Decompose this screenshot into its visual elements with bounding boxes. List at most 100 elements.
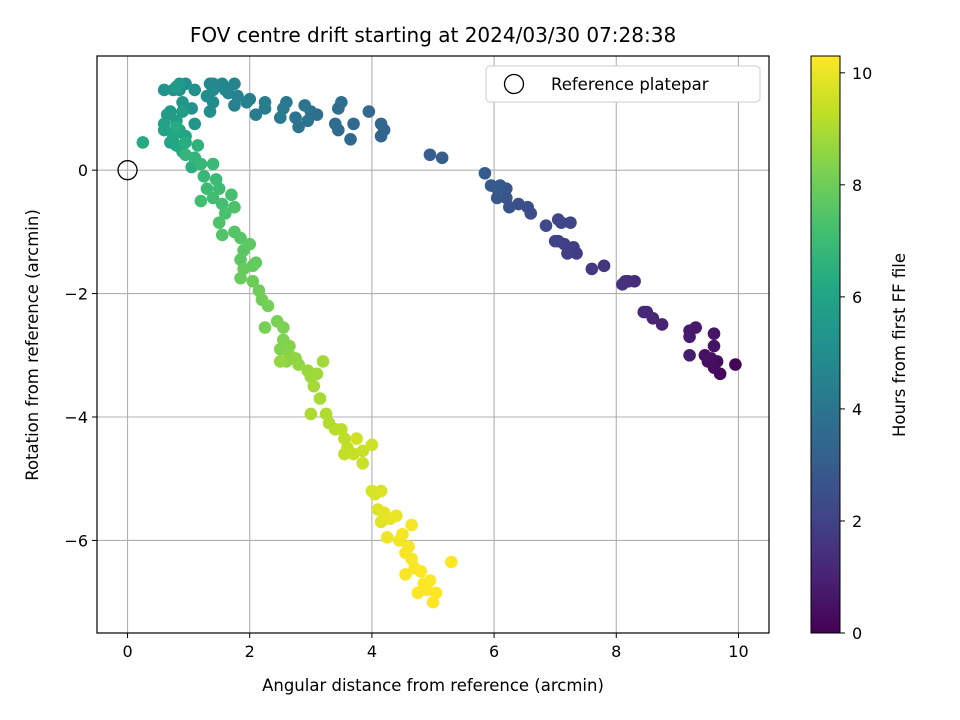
data-point: [249, 108, 263, 121]
data-point: [707, 327, 721, 341]
data-point: [261, 299, 275, 313]
legend-box: [485, 65, 761, 103]
legend: Reference platepar: [485, 65, 761, 103]
data-point: [292, 358, 305, 371]
data-point: [616, 278, 629, 291]
x-tick-label: 2: [245, 642, 255, 661]
data-point: [423, 148, 437, 162]
data-point: [301, 114, 315, 128]
data-point: [304, 407, 318, 421]
data-point: [374, 117, 388, 131]
data-point: [484, 179, 498, 192]
data-point: [316, 355, 330, 368]
data-point: [655, 318, 669, 331]
data-point: [362, 105, 376, 118]
colorbar: 0 2 4 6 8 10 Hours from first FF file: [810, 55, 909, 643]
data-point: [136, 136, 150, 149]
data-point: [399, 568, 412, 581]
data-point: [197, 170, 211, 183]
colorbar-gradient: [810, 55, 841, 634]
y-axis-label: Rotation from reference (arcmin): [23, 209, 42, 481]
data-point: [490, 191, 504, 205]
data-point: [188, 117, 202, 131]
data-point: [206, 157, 220, 171]
x-ticks: 0 2 4 6 8 10: [122, 633, 749, 661]
plot-frame: [96, 55, 770, 634]
data-point: [683, 330, 696, 344]
data-point: [258, 95, 272, 109]
data-point: [200, 89, 214, 103]
data-point: [585, 262, 599, 276]
data-point: [478, 166, 492, 180]
data-point: [338, 447, 351, 461]
data-point: [307, 379, 321, 393]
data-point: [206, 191, 220, 205]
data-point: [157, 123, 171, 137]
data-point: [597, 259, 611, 273]
data-point: [203, 105, 217, 118]
data-point: [277, 321, 290, 334]
data-point: [157, 83, 171, 97]
reference-point: [117, 160, 138, 181]
data-point: [212, 182, 226, 195]
colorbar-label: Hours from first FF file: [890, 253, 909, 437]
data-point: [243, 237, 257, 251]
data-point: [445, 555, 458, 569]
data-point: [200, 182, 214, 195]
data-point: [310, 367, 324, 381]
data-point: [390, 509, 403, 523]
chart-title: FOV centre drift starting at 2024/03/30 …: [190, 23, 676, 47]
data-point: [344, 133, 357, 146]
y-tick-label: 0: [78, 161, 88, 180]
data-point: [258, 321, 272, 334]
data-point: [493, 179, 507, 192]
data-point: [176, 95, 189, 109]
data-point: [426, 595, 440, 609]
data-point: [707, 339, 721, 353]
data-point: [356, 444, 370, 458]
x-axis-label: Angular distance from reference (arcmin): [262, 676, 604, 695]
data-point: [191, 139, 205, 152]
data-point: [414, 564, 428, 578]
data-point: [356, 456, 370, 470]
colorbar-tick-label: 8: [852, 176, 862, 195]
data-point: [273, 355, 287, 368]
data-point: [194, 194, 208, 208]
data-point: [564, 216, 577, 229]
y-ticks: 0 −2 −4 −6: [64, 161, 97, 550]
legend-marker: [503, 73, 525, 95]
data-point: [335, 95, 348, 109]
data-point: [698, 348, 712, 362]
data-point: [729, 358, 742, 371]
colorbar-tick-label: 2: [852, 512, 862, 531]
data-point: [283, 339, 296, 353]
data-point: [554, 216, 568, 229]
data-point: [273, 111, 287, 125]
data-point: [298, 99, 312, 112]
x-tick-label: 8: [611, 642, 621, 661]
data-point: [374, 484, 388, 498]
colorbar-tick-label: 4: [852, 400, 862, 419]
grid: [97, 56, 769, 633]
data-point: [188, 83, 202, 97]
data-point: [637, 305, 651, 319]
x-tick-label: 0: [122, 642, 132, 661]
data-point: [170, 80, 183, 94]
data-point: [539, 219, 553, 233]
data-point: [328, 117, 342, 131]
data-point: [246, 274, 260, 288]
data-point: [435, 151, 449, 165]
data-point: [218, 207, 232, 220]
data-point: [194, 157, 208, 171]
data-point: [215, 228, 229, 242]
data-point: [228, 200, 241, 214]
data-point: [289, 111, 302, 125]
legend-entry: Reference platepar: [551, 75, 709, 94]
data-point: [365, 438, 379, 452]
reference-marker: [117, 160, 138, 181]
colorbar-tick-label: 6: [852, 288, 862, 307]
data-point: [234, 231, 247, 245]
data-point: [212, 216, 226, 229]
data-point: [228, 77, 241, 91]
